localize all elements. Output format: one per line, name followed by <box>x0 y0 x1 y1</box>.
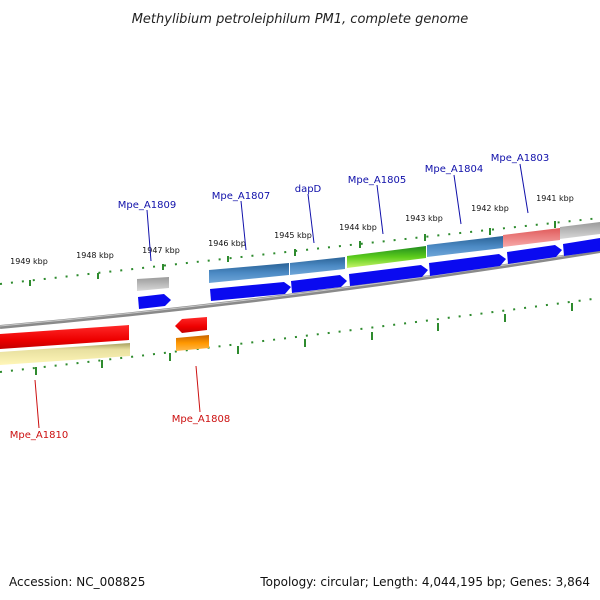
gene-label-1808: Mpe_A1808 <box>172 414 230 425</box>
kbp-label-1948: 1948 kbp <box>76 251 114 260</box>
leader-line-1807 <box>240 200 247 251</box>
leader-line-1803 <box>519 163 529 214</box>
cds-arrow-1807 <box>210 282 291 301</box>
cds-arrow-1803 <box>507 245 562 264</box>
gene-label-1803: Mpe_A1803 <box>491 153 549 164</box>
topology-text: Topology: circular; Length: 4,044,195 bp… <box>259 575 590 589</box>
gene-label-1810: Mpe_A1810 <box>10 430 68 441</box>
gene-block-1807 <box>209 263 289 283</box>
cds-arrow-1808 <box>175 317 207 333</box>
gene-block-1805 <box>347 246 426 268</box>
leader-line-1805 <box>376 184 384 235</box>
cds-arrow-1804 <box>429 254 506 276</box>
leader-line-1809 <box>146 209 152 262</box>
cds-arrow-dapD <box>291 275 347 293</box>
upper-gene-labels: Mpe_A1809 Mpe_A1807 dapD Mpe_A1805 Mpe_A… <box>118 153 549 262</box>
gene-label-1809: Mpe_A1809 <box>118 200 176 211</box>
backbone-highlight <box>0 249 600 327</box>
kbp-label-1946: 1946 kbp <box>208 239 246 248</box>
gene-block-dapD <box>290 257 345 275</box>
cds-arrow-1809 <box>138 294 171 309</box>
gene-block-1808 <box>176 335 209 351</box>
gene-block-right-gray <box>560 222 600 239</box>
upper-gene-band <box>137 222 600 291</box>
kbp-label-1941: 1941 kbp <box>536 194 574 203</box>
gene-label-1805: Mpe_A1805 <box>348 175 406 186</box>
lower-gene-labels: Mpe_A1810 Mpe_A1808 <box>10 365 230 441</box>
cds-arrows-forward <box>138 238 600 309</box>
inner-major-ticks <box>35 303 573 375</box>
cds-arrow-1805 <box>349 265 428 286</box>
kbp-label-1943: 1943 kbp <box>405 214 443 223</box>
kbp-label-1947: 1947 kbp <box>142 246 180 255</box>
leader-line-1808 <box>195 365 201 413</box>
leader-line-dapD <box>307 193 315 244</box>
kbp-label-1949: 1949 kbp <box>10 257 48 266</box>
kbp-label-1945: 1945 kbp <box>274 231 312 240</box>
gene-label-1804: Mpe_A1804 <box>425 164 483 175</box>
genome-backbone <box>0 249 600 329</box>
leader-line-1810 <box>34 379 40 429</box>
gene-label-1807: Mpe_A1807 <box>212 191 270 202</box>
kbp-label-1944: 1944 kbp <box>339 223 377 232</box>
gene-block-1803 <box>503 228 560 247</box>
accession-text: Accession: NC_008825 <box>9 575 145 589</box>
genome-title: Methylibium petroleiphilum PM1, complete… <box>132 12 469 27</box>
gene-label-dapD: dapD <box>295 184 322 195</box>
kbp-labels: 1949 kbp 1948 kbp 1947 kbp 1946 kbp 1945… <box>10 194 574 266</box>
outer-major-ticks <box>29 221 556 286</box>
gene-block-1804 <box>427 236 503 257</box>
cds-arrow-right <box>563 238 600 256</box>
kbp-label-1942: 1942 kbp <box>471 204 509 213</box>
gene-block-1810-yellow <box>0 343 130 365</box>
lower-gene-band <box>0 317 209 365</box>
gene-block-gray-1809 <box>137 277 169 291</box>
gene-block-1810-red <box>0 325 129 349</box>
leader-line-1804 <box>453 174 462 225</box>
